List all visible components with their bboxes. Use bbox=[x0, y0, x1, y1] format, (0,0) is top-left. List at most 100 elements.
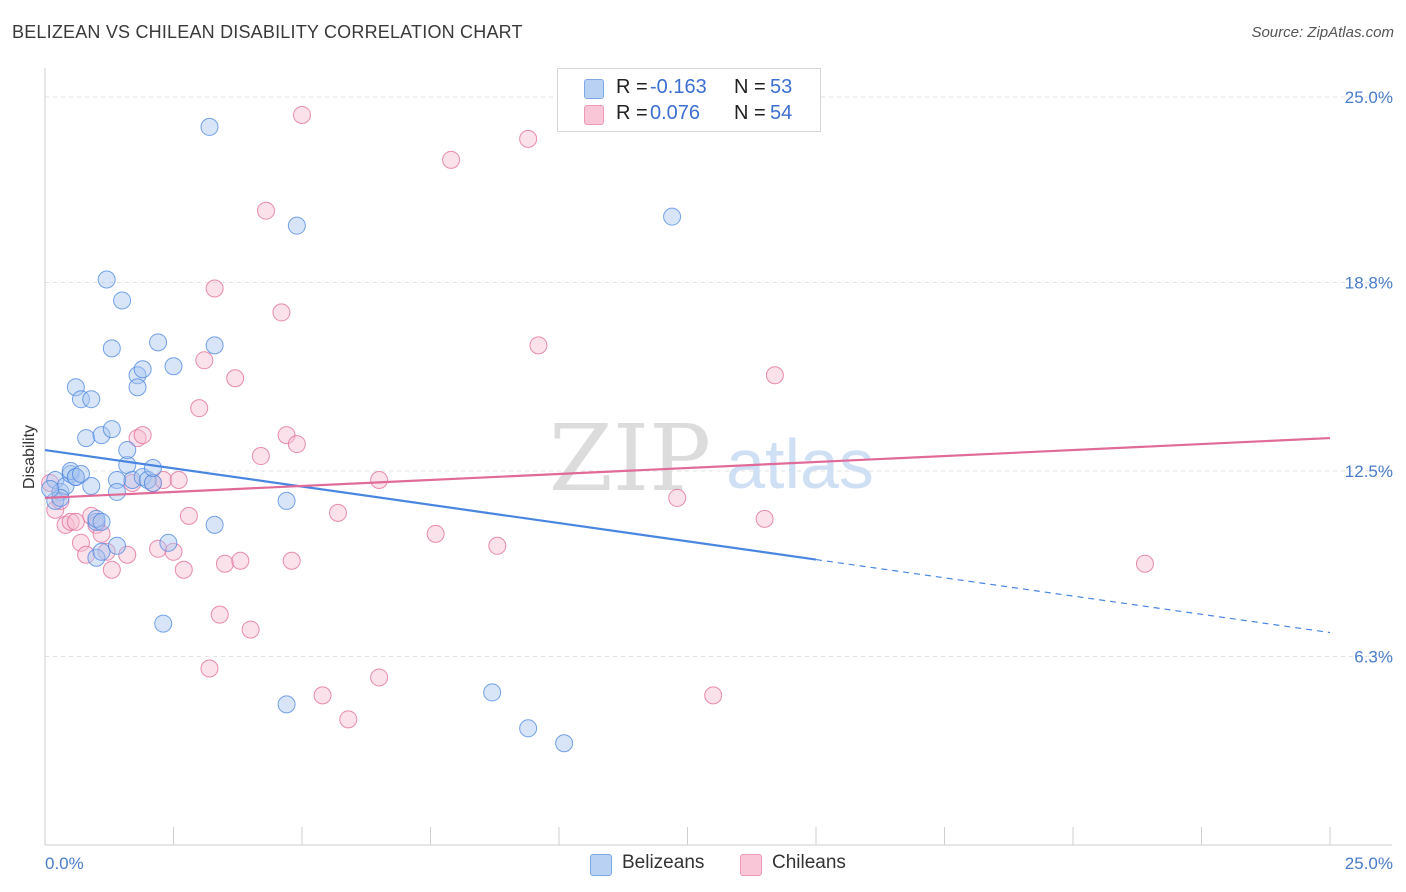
y-tick-label: 12.5% bbox=[1345, 462, 1393, 481]
data-point-belizeans bbox=[71, 390, 90, 409]
data-point-belizeans bbox=[164, 357, 183, 376]
data-point-chileans bbox=[251, 447, 270, 466]
data-point-belizeans bbox=[107, 482, 126, 501]
data-point-chileans bbox=[519, 129, 538, 148]
data-point-chileans bbox=[97, 542, 116, 561]
data-point-chileans bbox=[293, 105, 311, 124]
trend-line-chileans bbox=[44, 436, 1331, 500]
axes bbox=[44, 68, 1392, 846]
data-point-chileans bbox=[313, 686, 332, 705]
data-point-chileans bbox=[529, 336, 548, 355]
y-tick-label: 25.0% bbox=[1345, 88, 1393, 107]
x-tick-labels: 0.0% 25.0% bbox=[45, 854, 1393, 873]
data-point-belizeans bbox=[118, 441, 137, 460]
data-point-belizeans bbox=[82, 390, 101, 409]
data-point-belizeans bbox=[159, 533, 178, 552]
data-point-belizeans bbox=[46, 470, 65, 489]
data-point-chileans bbox=[755, 509, 774, 528]
data-point-belizeans bbox=[205, 515, 224, 534]
data-point-chileans bbox=[426, 524, 445, 543]
data-point-chileans bbox=[370, 470, 389, 489]
data-point-belizeans bbox=[61, 462, 80, 480]
data-point-chileans bbox=[154, 470, 173, 489]
n-label: N = bbox=[734, 102, 766, 124]
series-belizeans bbox=[41, 117, 682, 753]
data-point-chileans bbox=[56, 515, 75, 534]
trend-line-extension-belizeans bbox=[815, 558, 1331, 634]
legend-swatch-chileans bbox=[584, 105, 604, 125]
data-point-belizeans bbox=[154, 614, 173, 633]
data-point-chileans bbox=[277, 426, 296, 445]
legend-label-belizeans: Belizeans bbox=[622, 852, 705, 873]
data-point-belizeans bbox=[92, 542, 111, 561]
data-point-chileans bbox=[71, 533, 90, 552]
data-point-chileans bbox=[179, 506, 198, 525]
r-label: R = bbox=[616, 102, 648, 124]
data-point-chileans bbox=[149, 539, 168, 558]
data-point-belizeans bbox=[82, 476, 101, 495]
data-point-chileans bbox=[339, 710, 358, 729]
data-point-belizeans bbox=[123, 470, 142, 489]
data-point-chileans bbox=[200, 659, 219, 678]
data-point-chileans bbox=[668, 488, 687, 507]
y-tick-label: 6.3% bbox=[1354, 648, 1393, 667]
data-point-chileans bbox=[272, 303, 291, 322]
legend-swatch-belizeans bbox=[584, 79, 604, 99]
data-point-belizeans bbox=[97, 270, 116, 289]
data-point-belizeans bbox=[143, 459, 162, 478]
data-point-belizeans bbox=[483, 683, 502, 702]
data-point-belizeans bbox=[149, 333, 168, 352]
data-point-belizeans bbox=[133, 360, 152, 379]
y-axis-label: Disability bbox=[21, 425, 38, 489]
source-label: Source: ZipAtlas.com bbox=[1251, 24, 1394, 41]
data-point-belizeans bbox=[87, 548, 106, 567]
data-point-belizeans bbox=[277, 695, 296, 714]
data-point-belizeans bbox=[287, 216, 306, 235]
data-point-belizeans bbox=[87, 509, 106, 528]
data-point-chileans bbox=[133, 426, 152, 445]
data-point-chileans bbox=[61, 512, 80, 531]
watermark: ZIP atlas bbox=[549, 405, 874, 512]
data-point-chileans bbox=[231, 551, 250, 570]
data-point-chileans bbox=[241, 620, 260, 639]
data-point-chileans bbox=[488, 536, 507, 555]
data-point-chileans bbox=[195, 351, 214, 370]
data-point-chileans bbox=[704, 686, 723, 705]
n-value: 54 bbox=[770, 102, 793, 124]
data-point-chileans bbox=[205, 279, 224, 298]
data-point-chileans bbox=[210, 605, 229, 624]
x-tick-label: 0.0% bbox=[45, 854, 84, 873]
data-point-belizeans bbox=[92, 426, 111, 445]
data-point-chileans bbox=[442, 150, 461, 169]
data-point-chileans bbox=[102, 560, 121, 579]
data-point-belizeans bbox=[102, 339, 121, 358]
stats-legend: R = -0.163 N = 53 R = 0.076 N = 54 bbox=[557, 68, 821, 132]
data-point-chileans bbox=[257, 201, 276, 220]
r-value: 0.076 bbox=[650, 102, 701, 124]
data-point-chileans bbox=[370, 668, 389, 687]
data-point-belizeans bbox=[92, 512, 111, 531]
data-point-belizeans bbox=[118, 456, 137, 475]
data-point-belizeans bbox=[128, 378, 147, 397]
data-point-belizeans bbox=[143, 473, 162, 492]
data-point-belizeans bbox=[138, 470, 157, 489]
data-point-chileans bbox=[66, 512, 85, 531]
data-point-chileans bbox=[190, 399, 209, 418]
trend-lines bbox=[44, 436, 1331, 634]
watermark-atlas: atlas bbox=[726, 425, 874, 503]
data-point-chileans bbox=[765, 366, 784, 385]
watermark-zip: ZIP bbox=[549, 405, 711, 512]
data-point-belizeans bbox=[77, 429, 96, 448]
legend-swatch-chileans bbox=[740, 854, 762, 876]
data-point-chileans bbox=[118, 545, 137, 564]
data-point-belizeans bbox=[555, 734, 574, 753]
legend-swatch-belizeans bbox=[590, 854, 612, 876]
data-point-belizeans bbox=[519, 719, 538, 738]
data-point-belizeans bbox=[277, 491, 296, 510]
data-point-belizeans bbox=[66, 467, 85, 486]
data-point-belizeans bbox=[133, 467, 152, 486]
r-value: -0.163 bbox=[650, 76, 707, 98]
r-label: R = bbox=[616, 76, 648, 98]
n-label: N = bbox=[734, 76, 766, 98]
